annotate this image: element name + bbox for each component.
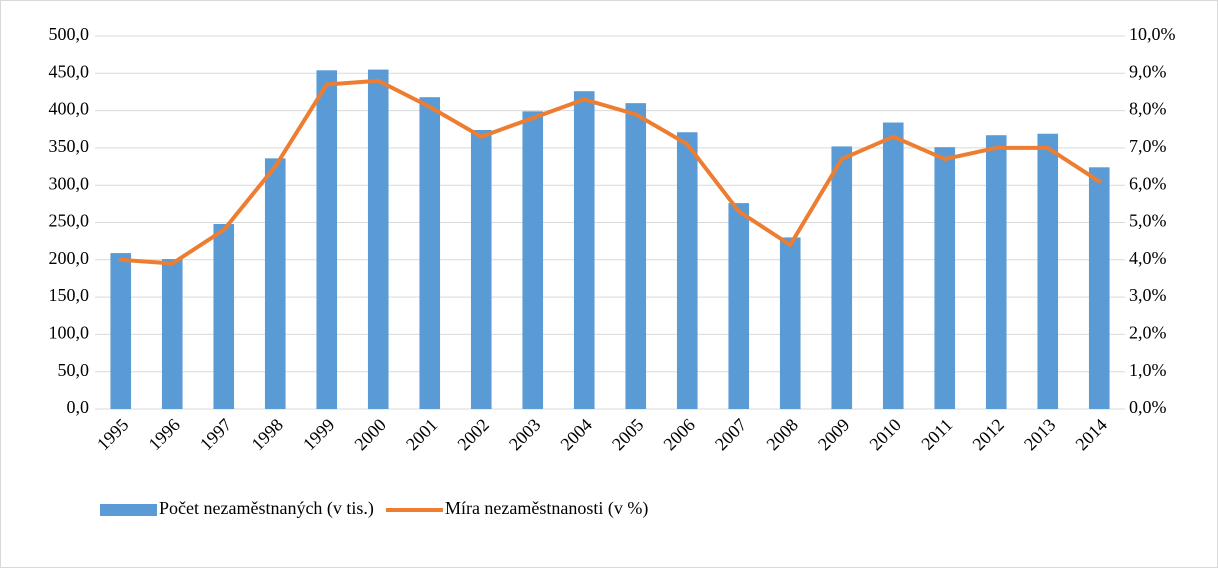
y-tick-label: 450,0 (49, 61, 90, 81)
bar (1037, 133, 1059, 409)
bar (573, 91, 595, 409)
y2-tick-label: 6,0% (1129, 173, 1167, 193)
y2-tick-label: 0,0% (1129, 397, 1167, 417)
bar (985, 135, 1007, 409)
legend-swatch (100, 504, 157, 516)
bar (676, 132, 698, 409)
bar (264, 158, 286, 409)
y-tick-label: 100,0 (49, 323, 90, 343)
bar (110, 253, 132, 409)
bar (779, 237, 801, 409)
y-tick-label: 0,0 (67, 397, 90, 417)
y2-tick-label: 9,0% (1129, 61, 1167, 81)
line (118, 78, 1102, 266)
legend-label: Míra nezaměstnanosti (v %) (445, 498, 648, 519)
bar (367, 69, 389, 409)
bar (831, 146, 853, 409)
y-tick-label: 300,0 (49, 173, 90, 193)
bar (316, 70, 338, 409)
y2-tick-label: 8,0% (1129, 99, 1167, 119)
y-tick-label: 500,0 (49, 24, 90, 44)
bar (419, 97, 441, 409)
bar (625, 103, 647, 409)
y-tick-label: 50,0 (58, 360, 90, 380)
bar (728, 203, 750, 409)
legend-label: Počet nezaměstnaných (v tis.) (159, 498, 374, 519)
y2-tick-label: 5,0% (1129, 211, 1167, 231)
bar (522, 111, 544, 409)
y2-tick-label: 4,0% (1129, 248, 1167, 268)
y2-tick-label: 1,0% (1129, 360, 1167, 380)
y-tick-label: 150,0 (49, 285, 90, 305)
bar (1088, 167, 1110, 409)
bar (161, 259, 183, 409)
y-tick-label: 400,0 (49, 99, 90, 119)
bar (470, 129, 492, 409)
y2-tick-label: 3,0% (1129, 285, 1167, 305)
y2-tick-label: 7,0% (1129, 136, 1167, 156)
bar (934, 147, 956, 410)
y-tick-label: 350,0 (49, 136, 90, 156)
bar (882, 122, 904, 409)
y2-tick-label: 2,0% (1129, 323, 1167, 343)
y2-tick-label: 10,0% (1129, 24, 1176, 44)
y-tick-label: 200,0 (49, 248, 90, 268)
bar (213, 223, 235, 409)
y-tick-label: 250,0 (49, 211, 90, 231)
